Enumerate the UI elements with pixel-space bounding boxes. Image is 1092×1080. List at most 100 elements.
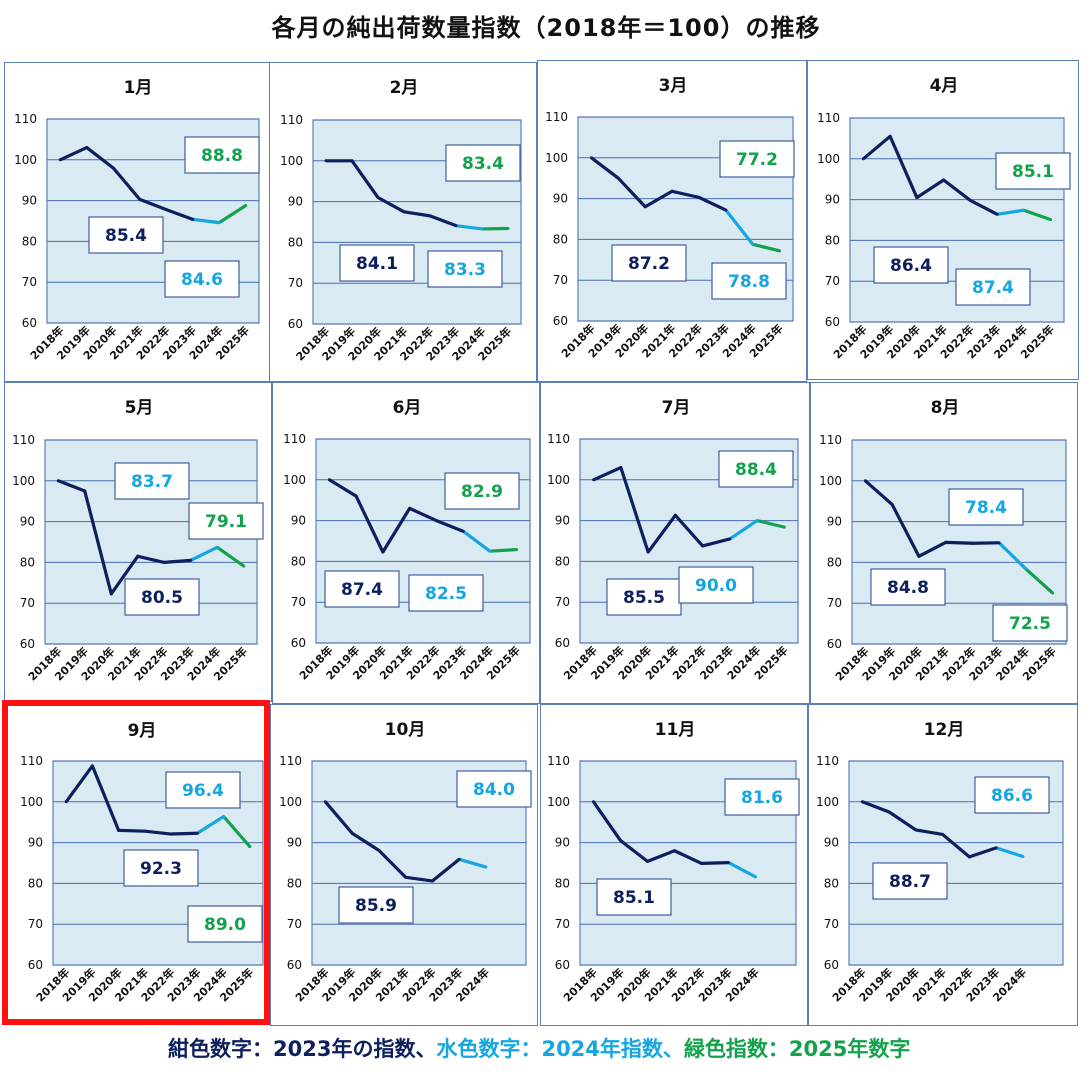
series-line-light xyxy=(728,519,759,541)
series-line-navy xyxy=(592,800,729,866)
data-label-box xyxy=(606,578,682,616)
data-label-box xyxy=(724,778,800,816)
y-tick-label: 90 xyxy=(555,514,570,528)
data-label-text: 96.4 xyxy=(182,781,224,801)
data-point xyxy=(1049,218,1053,222)
data-label-y2024: 90.0 xyxy=(678,566,754,604)
data-point xyxy=(111,166,115,170)
chart-svg: 7月607080901001102018年2019年2020年2021年2022… xyxy=(547,398,799,683)
y-tick-label: 110 xyxy=(547,754,570,768)
data-point xyxy=(480,227,484,231)
chart-panel-3: 3月 60 70 80 90 100 110 2018年 2019年 2020年 2021年 2022… xyxy=(537,60,807,382)
data-point xyxy=(782,525,786,529)
y-tick-label: 80 xyxy=(291,554,306,568)
y-tick-label: 110 xyxy=(817,111,840,125)
y-tick-label: 90 xyxy=(825,193,840,207)
data-label-y2023: 84.8 xyxy=(870,568,946,606)
data-point xyxy=(751,242,755,246)
chart-svg: 6月607080901001102018年2019年2020年2021年2022… xyxy=(283,398,531,683)
y-tick-label: 90 xyxy=(22,194,37,208)
data-label-box xyxy=(338,886,414,924)
y-tick-label: 80 xyxy=(555,554,570,568)
data-label-text: 88.8 xyxy=(201,146,243,166)
data-label-y2023: 87.2 xyxy=(611,244,687,282)
data-label-box xyxy=(188,502,264,540)
series-line-green xyxy=(216,545,245,568)
data-point xyxy=(64,800,68,804)
data-point xyxy=(90,764,94,768)
data-label-text: 89.0 xyxy=(204,915,246,935)
y-tick-label: 110 xyxy=(545,110,568,124)
data-point xyxy=(701,544,705,548)
data-point xyxy=(888,134,892,138)
data-point xyxy=(56,479,60,483)
data-point xyxy=(189,558,193,562)
data-label-text: 78.4 xyxy=(965,498,1007,518)
y-tick-label: 70 xyxy=(288,276,303,290)
y-tick-label: 60 xyxy=(827,637,842,651)
data-label-text: 82.9 xyxy=(461,482,503,502)
chart-title: 8月 xyxy=(931,398,960,418)
y-tick-label: 110 xyxy=(279,754,302,768)
data-point xyxy=(248,845,252,849)
data-point xyxy=(778,249,782,253)
y-tick-label: 60 xyxy=(287,958,302,972)
data-label-text: 86.6 xyxy=(991,786,1033,806)
data-point xyxy=(915,196,919,200)
data-label-text: 84.0 xyxy=(473,780,515,800)
series-line-navy xyxy=(324,800,461,883)
data-label-box xyxy=(711,262,787,300)
data-label-y2025: 72.5 xyxy=(992,604,1068,642)
series-line-green xyxy=(222,815,252,848)
y-tick-label: 90 xyxy=(555,836,570,850)
y-tick-label: 90 xyxy=(28,836,43,850)
data-label-y2023: 85.5 xyxy=(606,578,682,616)
data-point xyxy=(488,549,492,553)
chart-panel-12: 12月 60 70 80 90 100 110 2018年 2019年 2020年 2021年 202… xyxy=(808,704,1078,1026)
y-tick-label: 60 xyxy=(555,636,570,650)
y-tick-label: 100 xyxy=(279,795,302,809)
data-point xyxy=(754,875,757,879)
data-label-text: 79.1 xyxy=(205,512,247,532)
footer-navy-text: 紺色数字：2023年の指数、 xyxy=(168,1037,437,1061)
data-point xyxy=(195,831,199,835)
data-label-y2024: 86.6 xyxy=(974,776,1050,814)
data-point xyxy=(85,146,89,150)
data-label-box xyxy=(124,578,200,616)
data-label-box xyxy=(427,250,503,288)
series-line-navy xyxy=(862,134,998,216)
data-label-y2025: 88.8 xyxy=(184,136,260,174)
data-label-text: 83.3 xyxy=(444,260,486,280)
chart-title: 1月 xyxy=(124,78,153,98)
data-label-text: 90.0 xyxy=(695,576,737,596)
data-point xyxy=(1051,591,1055,595)
y-tick-label: 60 xyxy=(824,958,839,972)
data-label-y2024: 78.8 xyxy=(711,262,787,300)
data-point xyxy=(428,214,432,218)
data-label-box xyxy=(974,776,1050,814)
data-point xyxy=(376,196,380,200)
data-point xyxy=(58,158,62,162)
data-label-text: 87.4 xyxy=(341,580,383,600)
series-line-navy xyxy=(590,156,727,212)
series-line-navy xyxy=(328,478,464,554)
chart-title: 11月 xyxy=(655,720,696,740)
y-tick-label: 80 xyxy=(22,234,37,248)
y-tick-label: 60 xyxy=(553,314,568,328)
series-line-light xyxy=(458,857,487,869)
y-tick-label: 80 xyxy=(28,876,43,890)
data-point xyxy=(619,466,623,470)
data-point xyxy=(350,159,354,163)
data-point xyxy=(997,541,1001,545)
chart-panel-5: 5月 60 70 80 90 100 110 2018年 2019年 2020年 2021年 2022… xyxy=(4,382,272,702)
data-label-text: 81.6 xyxy=(741,788,783,808)
data-point xyxy=(457,857,461,861)
chart-svg: 2月607080901001102018年2019年2020年2021年2022… xyxy=(280,78,522,364)
data-label-box xyxy=(955,268,1031,306)
data-label-y2023: 84.1 xyxy=(339,244,415,282)
data-point xyxy=(506,227,510,231)
series-line-light xyxy=(192,217,220,225)
chart-panel-2: 2月 60 70 80 90 100 110 2018年 2019年 2020年 2021年 2022… xyxy=(269,62,537,382)
footer-light-text: 水色数字：2024年指数、 xyxy=(436,1037,684,1061)
